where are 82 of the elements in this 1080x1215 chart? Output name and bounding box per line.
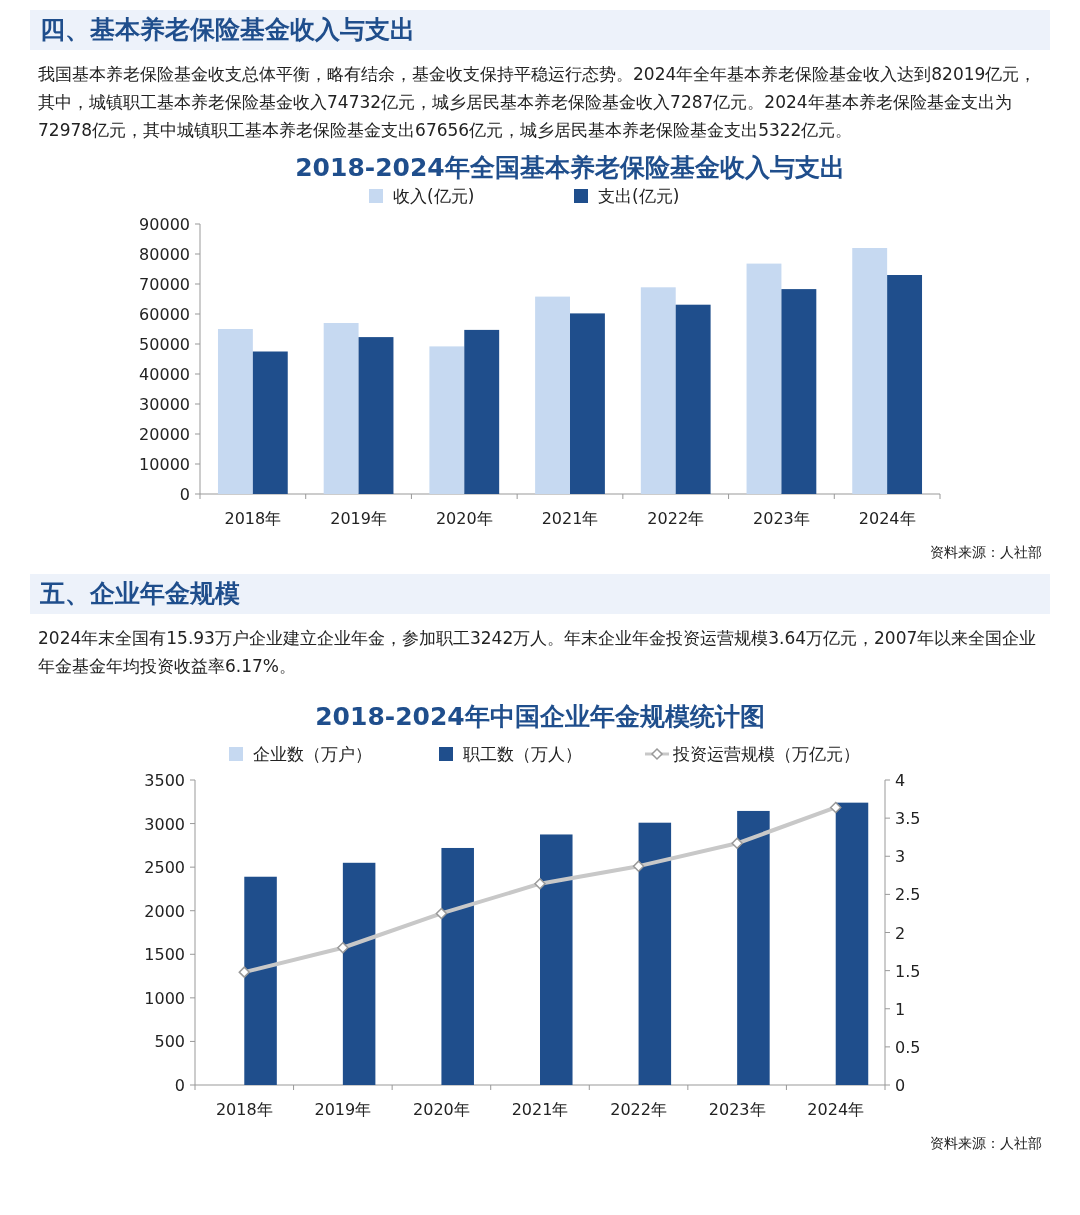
y2-tick-label: 0.5 xyxy=(895,1037,921,1057)
y-tick-label: 30000 xyxy=(139,395,190,414)
x-tick-label: 2023年 xyxy=(753,509,810,528)
bar xyxy=(640,287,676,494)
y-tick-label: 1000 xyxy=(144,988,185,1008)
point xyxy=(534,877,546,890)
bar xyxy=(852,248,888,494)
x-tick-label: 2018年 xyxy=(224,509,282,528)
y2-tick-label: 2 xyxy=(895,923,906,943)
point xyxy=(435,907,448,920)
y-tick-label: 1500 xyxy=(144,945,185,965)
bar xyxy=(781,289,817,494)
x-tick-label: 2022年 xyxy=(647,509,705,528)
y-tick-label: 50000 xyxy=(139,335,190,354)
text: 资料来源：人社部 xyxy=(929,1135,1042,1153)
bar xyxy=(570,313,605,494)
y-tick-label: 60000 xyxy=(139,305,190,324)
y-tick-label: 80000 xyxy=(139,245,190,264)
text: 四、基本养老保险基金收入与支出 xyxy=(30,10,1050,50)
x-tick-label: 2020年 xyxy=(413,1100,470,1119)
bar xyxy=(441,847,474,1085)
x-tick-label: 2024年 xyxy=(807,1100,865,1119)
y-tick-label: 3000 xyxy=(144,814,185,834)
chart-title: 2018-2024年全国基本养老保险基金收入与支出 xyxy=(295,153,845,182)
point xyxy=(337,942,349,954)
text: 资料来源：人社部 xyxy=(929,544,1042,562)
y-tick-label: 2000 xyxy=(144,901,185,921)
point xyxy=(731,837,743,850)
y2-tick-label: 3 xyxy=(895,847,906,867)
bar xyxy=(835,802,869,1085)
bar xyxy=(535,296,570,494)
bar xyxy=(217,329,253,494)
y-tick-label: 2500 xyxy=(144,858,185,878)
y2-tick-label: 2.5 xyxy=(895,885,921,905)
bar xyxy=(737,810,770,1085)
y2-tick-label: 0 xyxy=(895,1076,906,1095)
y2-tick-label: 3.5 xyxy=(895,809,921,829)
bar xyxy=(429,346,465,494)
y-tick-label: 90000 xyxy=(139,215,190,234)
text: 我国基本养老保险基金收支总体平衡，略有结余，基金收支保持平稳运行态势。2024年全年基本养老保险基金收入达到82019亿元，其中，城镇职工基本养老保险基金收入74732亿元，城乡居民基本养老保险基金收入7287亿元。2024年基本养老保险基金支出为72978亿元，其中城镇职工基本养老保险基金支出67656亿元，城乡居民基本养老保险基金支出5322亿元。 xyxy=(38,63,1038,142)
point xyxy=(829,801,842,814)
bar xyxy=(342,862,376,1085)
y2-tick-label: 4 xyxy=(895,771,906,790)
legend-label: 支出(亿元) xyxy=(598,186,680,206)
bar xyxy=(358,337,394,494)
y2-tick-label: 1.5 xyxy=(895,961,921,981)
x-tick-label: 2023年 xyxy=(708,1100,766,1119)
bar xyxy=(638,822,672,1085)
y-tick-label: 40000 xyxy=(139,365,190,384)
legend-label: 投资运营规模（万亿元） xyxy=(672,744,860,764)
y-tick-label: 3500 xyxy=(144,771,185,790)
x-tick-label: 2022年 xyxy=(610,1100,667,1119)
y-tick-label: 500 xyxy=(154,1032,185,1052)
x-tick-label: 2019年 xyxy=(314,1100,372,1119)
bar xyxy=(540,834,573,1085)
y-tick-label: 0 xyxy=(174,1076,185,1095)
text: 五、企业年金规模 xyxy=(30,574,1050,614)
text: 2024年末全国有15.93万户企业建立企业年金，参加职工3242万人。年末企业年金投资运营规模3.64万亿元，2007年以来全国企业年金基金年均投资收益率6.17%。 xyxy=(38,627,1038,678)
x-tick-label: 2020年 xyxy=(435,509,493,528)
legend-label: 收入(亿元) xyxy=(393,186,475,206)
chart-title: 2018-2024年中国企业年金规模统计图 xyxy=(315,702,765,731)
legend-label: 企业数（万户） xyxy=(253,744,372,764)
x-tick-label: 2019年 xyxy=(330,509,387,528)
bar xyxy=(244,876,277,1085)
bar xyxy=(252,351,288,494)
y-tick-label: 0 xyxy=(179,485,190,504)
bar xyxy=(323,323,359,494)
bar xyxy=(746,263,782,494)
x-tick-label: 2021年 xyxy=(541,509,599,528)
y2-tick-label: 1 xyxy=(895,999,906,1019)
legend-label: 职工数（万人） xyxy=(463,744,582,764)
x-tick-label: 2021年 xyxy=(511,1100,569,1119)
x-tick-label: 2018年 xyxy=(215,1100,273,1119)
bar xyxy=(887,275,923,494)
point xyxy=(238,966,251,978)
bar xyxy=(464,329,500,494)
x-tick-label: 2024年 xyxy=(858,509,916,528)
y-tick-label: 20000 xyxy=(139,425,190,444)
y-tick-label: 70000 xyxy=(139,275,190,294)
point xyxy=(632,860,645,872)
bar xyxy=(675,304,711,494)
y-tick-label: 10000 xyxy=(139,455,190,474)
